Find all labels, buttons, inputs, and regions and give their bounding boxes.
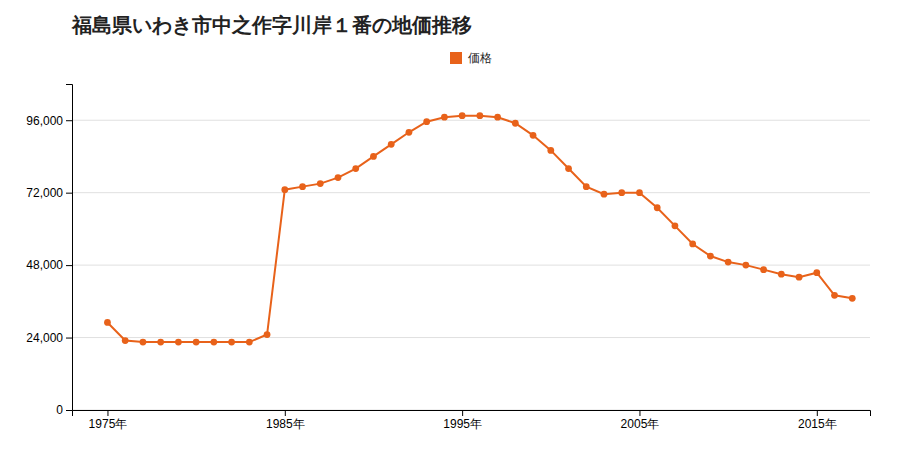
legend: 価格 (450, 51, 492, 65)
legend-item: 価格 (450, 51, 492, 65)
marker (281, 186, 288, 193)
marker (689, 241, 696, 248)
marker (583, 183, 590, 190)
marker (210, 339, 217, 346)
marker (618, 189, 625, 196)
marker (654, 204, 661, 211)
tick: 1975年 (89, 410, 128, 431)
marker (725, 259, 732, 266)
legend-swatch (450, 52, 462, 64)
marker (264, 331, 271, 338)
marker (228, 339, 235, 346)
marker (849, 295, 856, 302)
marker (760, 266, 767, 273)
tick-mark (66, 120, 72, 121)
tick: 0 (56, 403, 72, 417)
title: 福島県いわき市中之作字川岸１番の地価推移 (71, 13, 472, 37)
tick-label: 1975年 (89, 417, 128, 431)
marker (335, 174, 342, 181)
marker (476, 112, 483, 119)
tick-label: 1985年 (266, 417, 305, 431)
marker (530, 132, 537, 139)
tick: 2005年 (621, 410, 660, 431)
tick-label: 48,000 (26, 258, 63, 272)
marks (104, 112, 856, 345)
tick-mark (462, 410, 463, 416)
marker (104, 319, 111, 326)
tick: 2015年 (798, 410, 837, 431)
tick-label: 24,000 (26, 331, 63, 345)
marker (565, 165, 572, 172)
marker (423, 118, 430, 125)
tick-mark (639, 410, 640, 416)
marker (494, 114, 501, 121)
tick-label: 2005年 (621, 417, 660, 431)
marker (388, 141, 395, 148)
tick: 1995年 (443, 410, 482, 431)
grid-line (72, 192, 870, 193)
tick-mark (66, 193, 72, 194)
grid-line (72, 337, 870, 338)
tick: 96,000 (26, 114, 72, 128)
grid (72, 120, 870, 410)
tick-label: 1995年 (443, 417, 482, 431)
chart: 福島県いわき市中之作字川岸１番の地価推移 1975年 1985年 1995年 2005年… (0, 0, 900, 450)
marker (406, 129, 413, 136)
marker (175, 339, 182, 346)
marker (512, 120, 519, 127)
x-axis: 1975年 1985年 1995年 2005年 2015年 (73, 410, 871, 431)
marker (246, 339, 253, 346)
marker (157, 339, 164, 346)
marker (636, 189, 643, 196)
marker (547, 147, 554, 154)
tick-label: 72,000 (26, 186, 63, 200)
marker (796, 274, 803, 281)
plot-area: 1975年 1985年 1995年 2005年 2015年 0 24,000 48,000 72… (26, 85, 870, 431)
tick-mark (66, 410, 72, 411)
marker (299, 183, 306, 190)
marker (140, 339, 147, 346)
marker (707, 253, 714, 260)
legend-label: 価格 (468, 51, 492, 65)
tick-label: 0 (56, 403, 63, 417)
marker (459, 112, 466, 119)
marker (193, 339, 200, 346)
line (107, 116, 852, 342)
marker (813, 269, 820, 276)
tick: 48,000 (26, 258, 72, 272)
tick: 72,000 (26, 186, 72, 200)
tick-mark (66, 265, 72, 266)
marker (672, 222, 679, 229)
marker (778, 271, 785, 278)
axis-line (66, 85, 73, 411)
marker (831, 292, 838, 299)
marker (601, 191, 608, 198)
marker (742, 262, 749, 269)
tick-label: 96,000 (26, 114, 63, 128)
tick: 1985年 (266, 410, 305, 431)
tick-mark (285, 410, 286, 416)
marker (441, 114, 448, 121)
tick-mark (107, 410, 108, 416)
tick-mark (817, 410, 818, 416)
grid-line (72, 120, 870, 121)
marker (317, 180, 324, 187)
marker (122, 337, 129, 344)
tick-label: 2015年 (798, 417, 837, 431)
tick: 24,000 (26, 331, 72, 345)
axis-line (73, 411, 871, 417)
marker (352, 165, 359, 172)
y-axis: 0 24,000 48,000 72,000 96,000 (26, 85, 72, 418)
marker (370, 153, 377, 160)
tick-mark (66, 338, 72, 339)
